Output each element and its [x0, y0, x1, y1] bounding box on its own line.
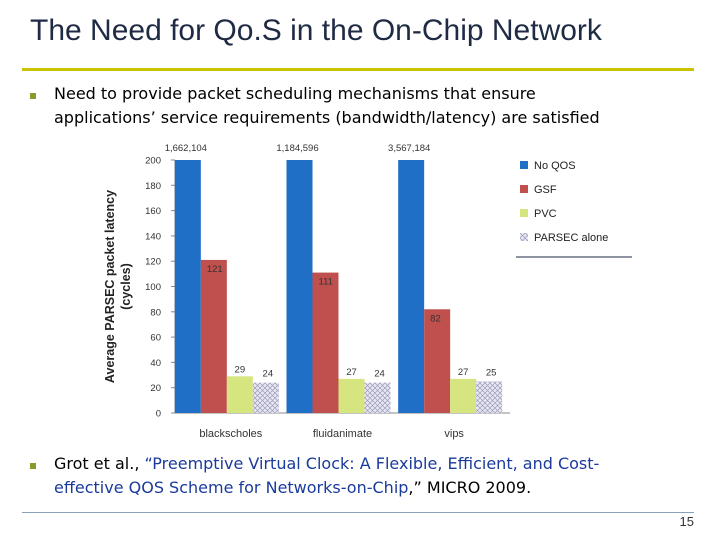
legend-swatch-gsf	[520, 185, 528, 193]
bar-no-qos-blackscholes	[174, 160, 201, 413]
title-divider	[22, 68, 694, 71]
y-tick-label: 160	[145, 206, 161, 217]
footer-divider	[22, 512, 694, 513]
legend-swatch-parsec-alone	[520, 233, 528, 241]
x-tick-label: fluidanimate	[313, 428, 372, 440]
bar-pvc-vips	[450, 378, 477, 413]
bar-parsec-alone-blackscholes	[252, 382, 279, 413]
data-label: 121	[207, 264, 223, 275]
reference-line-1: Grot et al., “Preemptive Virtual Clock: …	[54, 452, 599, 475]
legend-label-parsec-alone: PARSEC alone	[534, 232, 608, 244]
reference-authors: Grot et al.,	[54, 454, 145, 473]
bar-pvc-blackscholes	[226, 376, 253, 413]
data-label: 111	[319, 277, 333, 288]
x-tick-label: vips	[444, 428, 464, 440]
page-title: The Need for Qo.S in the On-Chip Network	[30, 14, 602, 47]
bullet-icon	[30, 463, 36, 469]
data-label: 29	[235, 364, 246, 375]
bullet-icon	[30, 93, 36, 99]
legend-swatch-pvc	[520, 209, 528, 217]
y-tick-label: 120	[145, 257, 161, 268]
bar-pvc-fluidanimate	[338, 378, 365, 413]
page-number: 15	[679, 514, 694, 529]
bullet-1-line-2: applications’ service requirements (band…	[54, 108, 600, 127]
y-axis-label-line-2: (cycles)	[119, 263, 133, 310]
latency-bar-chart: Average PARSEC packet latency (cycles) 0 20…	[103, 143, 632, 440]
data-label: 27	[458, 367, 469, 378]
data-label: 1,184,596	[276, 143, 318, 154]
bar-parsec-alone-fluidanimate	[364, 382, 391, 413]
y-axis-label-line-1: Average PARSEC packet latency	[103, 190, 117, 383]
legend-swatch-no-qos	[520, 161, 528, 169]
y-tick-label: 200	[145, 156, 161, 167]
data-label: 24	[374, 369, 385, 380]
x-tick-label: blackscholes	[199, 428, 262, 440]
y-tick-label: 80	[150, 307, 161, 318]
legend-label-gsf: GSF	[534, 184, 557, 196]
bullet-1-line-1: Need to provide packet scheduling mechan…	[54, 84, 536, 103]
data-label: 25	[486, 367, 497, 378]
reference-title-link-cont[interactable]: effective QOS Scheme for Networks-on-Chi…	[54, 478, 409, 497]
y-tick-label: 140	[145, 231, 161, 242]
bar-gsf-vips	[424, 309, 451, 413]
reference-line-2: effective QOS Scheme for Networks-on-Chi…	[54, 476, 531, 499]
data-label: 24	[263, 369, 274, 380]
bar-parsec-alone-vips	[476, 381, 503, 413]
data-label: 82	[430, 313, 441, 324]
bar-gsf-fluidanimate	[312, 272, 339, 413]
data-label: 3,567,184	[388, 143, 430, 154]
y-tick-label: 100	[145, 282, 161, 293]
legend-label-pvc: PVC	[534, 208, 557, 220]
data-label: 27	[346, 367, 357, 378]
bar-no-qos-vips	[398, 160, 425, 413]
bar-gsf-blackscholes	[200, 259, 227, 413]
bar-no-qos-fluidanimate	[286, 160, 313, 413]
reference-title-link[interactable]: “Preemptive Virtual Clock: A Flexible, E…	[144, 454, 600, 473]
y-tick-label: 20	[150, 383, 161, 394]
y-tick-label: 40	[150, 358, 161, 369]
data-label: 1,662,104	[165, 143, 207, 154]
legend-label-no-qos: No QOS	[534, 160, 576, 172]
y-tick-label: 60	[150, 333, 161, 344]
y-tick-label: 0	[156, 409, 161, 420]
reference-venue: ,” MICRO 2009.	[408, 478, 532, 497]
y-tick-label: 180	[145, 181, 161, 192]
